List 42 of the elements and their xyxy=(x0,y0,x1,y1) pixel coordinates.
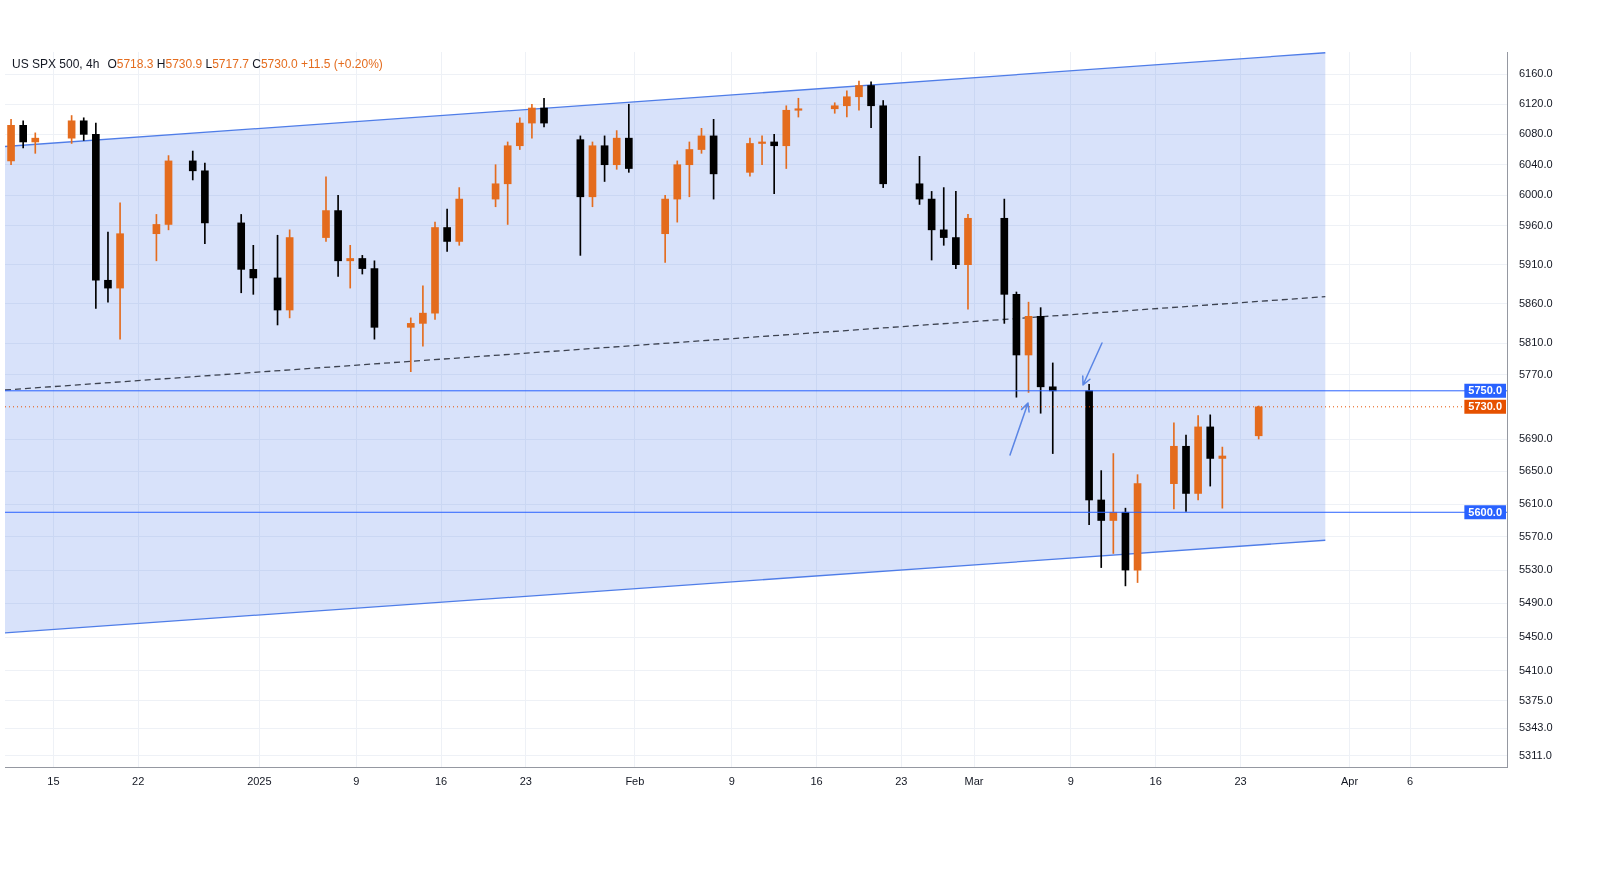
x-tick-label: 22 xyxy=(132,774,145,787)
x-tick-label: 9 xyxy=(728,774,735,787)
x-tick-label: 23 xyxy=(519,774,532,787)
y-tick-label: 6000.0 xyxy=(1519,188,1553,201)
y-tick-label: 5410.0 xyxy=(1519,663,1553,676)
y-tick-label: 6160.0 xyxy=(1519,67,1553,80)
x-tick-label: 2025 xyxy=(247,774,272,787)
y-tick-label: 5343.0 xyxy=(1519,721,1553,734)
y-tick-label: 5960.0 xyxy=(1519,219,1553,232)
x-tick-label: 16 xyxy=(1149,774,1162,787)
text: O5718.3 H5730.9 L5717.7 C5730.0 +11.5 (+0.20%) xyxy=(107,57,383,71)
y-tick-label: 5570.0 xyxy=(1519,529,1553,542)
x-tick-label: 16 xyxy=(434,774,448,787)
chart-title: US SPX 500, 4h xyxy=(12,57,100,71)
y-tick-label: 5450.0 xyxy=(1519,630,1553,643)
y-tick-label: 5490.0 xyxy=(1519,596,1553,609)
y-tick-label: 6040.0 xyxy=(1519,157,1553,170)
y-tick-label: 5690.0 xyxy=(1519,432,1553,445)
y-tick-label: 5860.0 xyxy=(1519,296,1553,309)
x-tick-label: 9 xyxy=(1067,774,1074,787)
ref-line-label: 5750.0 xyxy=(1468,384,1503,397)
y-tick-label: 5910.0 xyxy=(1519,257,1553,270)
x-tick-label: 15 xyxy=(47,774,60,787)
y-tick-label: 5530.0 xyxy=(1519,563,1553,576)
ref-line-label: 5600.0 xyxy=(1468,505,1503,518)
x-tick-label: Mar xyxy=(964,774,984,787)
x-tick-label: 23 xyxy=(895,774,908,787)
y-tick-label: 5311.0 xyxy=(1519,748,1552,761)
x-tick-label: 16 xyxy=(810,774,823,787)
x-tick-label: 6 xyxy=(1407,774,1414,787)
y-tick-label: 5610.0 xyxy=(1519,497,1553,510)
x-tick-label: Apr xyxy=(1340,774,1359,787)
y-tick-label: 6080.0 xyxy=(1519,127,1553,140)
y-tick-label: 5650.0 xyxy=(1519,464,1553,477)
x-tick-label: Feb xyxy=(625,774,645,787)
y-tick-label: 6120.0 xyxy=(1519,97,1553,110)
x-tick-label: 9 xyxy=(353,774,360,787)
ref-line-label: 5730.0 xyxy=(1468,400,1503,413)
y-tick-label: 5375.0 xyxy=(1519,693,1553,706)
y-tick-label: 5770.0 xyxy=(1519,367,1553,380)
y-tick-label: 5810.0 xyxy=(1519,336,1553,349)
x-tick-label: 23 xyxy=(1234,774,1247,787)
